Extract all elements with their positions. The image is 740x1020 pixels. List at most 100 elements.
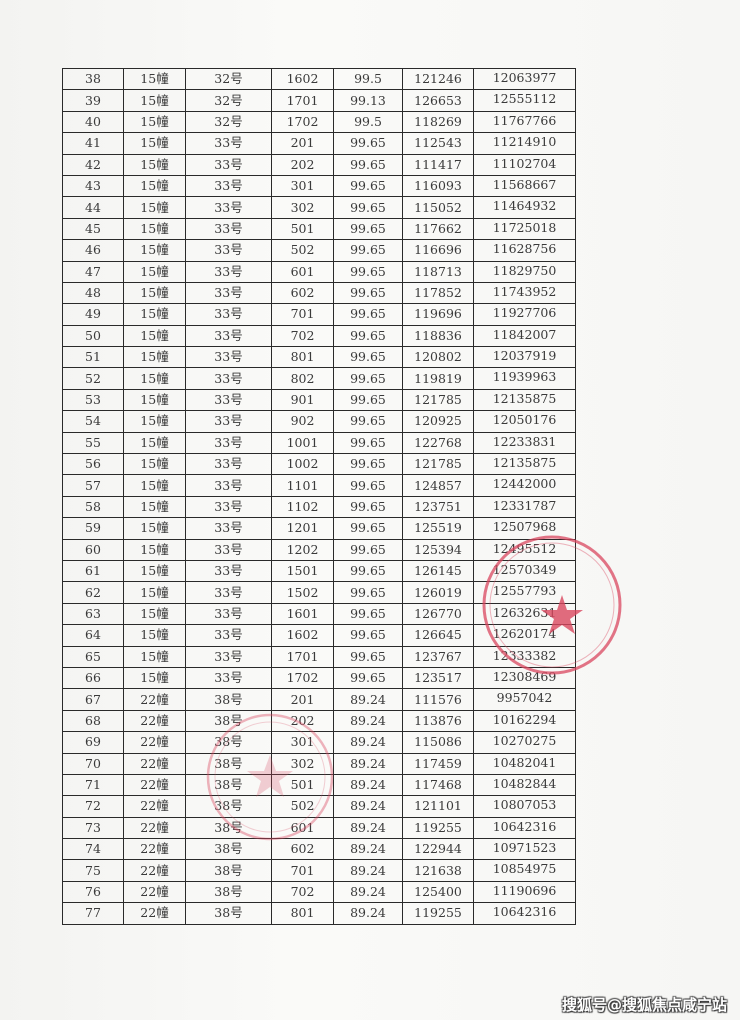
building-cell: 22幢: [123, 773, 186, 797]
area-cell: 99.65: [333, 324, 403, 348]
unit-cell: 38号: [185, 688, 272, 711]
row-number-cell: 49: [62, 303, 124, 326]
row-number-cell: 67: [62, 688, 124, 711]
total-price-cell: 10807053: [473, 795, 576, 818]
table-row: 48 15幢 33号 602 99.65 117852 11743952: [62, 281, 576, 305]
unit-cell: 33号: [185, 281, 272, 305]
row-number-cell: 57: [62, 474, 124, 497]
area-cell: 99.65: [333, 581, 403, 604]
total-price-cell: 11829750: [473, 260, 576, 283]
table-row: 53 15幢 33号 901 99.65 121785 12135875: [62, 388, 576, 412]
room-cell: 1501: [271, 559, 334, 583]
row-number-cell: 63: [62, 602, 124, 626]
unit-cell: 33号: [185, 666, 272, 690]
unit-price-cell: 117459: [402, 752, 474, 775]
building-cell: 22幢: [123, 859, 186, 882]
row-number-cell: 74: [62, 838, 124, 861]
table-row: 47 15幢 33号 601 99.65 118713 11829750: [62, 260, 576, 283]
total-price-cell: 12570349: [473, 559, 576, 583]
area-cell: 99.65: [333, 196, 403, 219]
room-cell: 802: [271, 367, 334, 390]
row-number-cell: 73: [62, 816, 124, 840]
unit-price-cell: 119696: [402, 303, 474, 326]
unit-cell: 33号: [185, 174, 272, 198]
area-cell: 99.13: [333, 89, 403, 112]
area-cell: 89.24: [333, 859, 403, 882]
table-row: 64 15幢 33号 1602 99.65 126645 12620174: [62, 624, 576, 647]
room-cell: 701: [271, 303, 334, 326]
unit-price-cell: 119255: [402, 816, 474, 840]
unit-price-cell: 124857: [402, 474, 474, 497]
unit-cell: 38号: [185, 902, 272, 925]
table-row: 42 15幢 33号 202 99.65 111417 11102704: [62, 153, 576, 176]
total-price-cell: 12442000: [473, 474, 576, 497]
building-cell: 22幢: [123, 709, 186, 733]
area-cell: 89.24: [333, 773, 403, 797]
unit-cell: 32号: [185, 89, 272, 112]
unit-cell: 33号: [185, 624, 272, 647]
room-cell: 202: [271, 153, 334, 176]
area-cell: 99.65: [333, 174, 403, 198]
unit-cell: 33号: [185, 346, 272, 369]
unit-price-cell: 117468: [402, 773, 474, 797]
building-cell: 15幢: [123, 367, 186, 390]
building-cell: 22幢: [123, 795, 186, 818]
building-cell: 15幢: [123, 517, 186, 540]
area-cell: 99.65: [333, 495, 403, 519]
table-row: 46 15幢 33号 502 99.65 116696 11628756: [62, 239, 576, 262]
unit-cell: 38号: [185, 838, 272, 861]
room-cell: 1101: [271, 474, 334, 497]
area-cell: 99.65: [333, 517, 403, 540]
table-row: 68 22幢 38号 202 89.24 113876 10162294: [62, 709, 576, 733]
building-cell: 15幢: [123, 474, 186, 497]
building-cell: 22幢: [123, 902, 186, 925]
row-number-cell: 53: [62, 388, 124, 412]
area-cell: 99.65: [333, 367, 403, 390]
table-row: 57 15幢 33号 1101 99.65 124857 12442000: [62, 474, 576, 497]
room-cell: 301: [271, 174, 334, 198]
area-cell: 99.65: [333, 666, 403, 690]
row-number-cell: 69: [62, 731, 124, 754]
area-cell: 99.65: [333, 281, 403, 305]
area-cell: 99.65: [333, 260, 403, 283]
area-cell: 89.24: [333, 709, 403, 733]
total-price-cell: 12507968: [473, 517, 576, 540]
unit-price-cell: 116696: [402, 239, 474, 262]
building-cell: 15幢: [123, 174, 186, 198]
unit-price-cell: 121785: [402, 388, 474, 412]
building-cell: 15幢: [123, 153, 186, 176]
building-cell: 15幢: [123, 645, 186, 668]
unit-cell: 38号: [185, 773, 272, 797]
building-cell: 22幢: [123, 838, 186, 861]
unit-price-cell: 119819: [402, 367, 474, 390]
area-cell: 89.24: [333, 838, 403, 861]
table-row: 75 22幢 38号 701 89.24 121638 10854975: [62, 859, 576, 882]
unit-price-cell: 116093: [402, 174, 474, 198]
table-row: 45 15幢 33号 501 99.65 117662 11725018: [62, 217, 576, 241]
unit-price-cell: 113876: [402, 709, 474, 733]
room-cell: 1701: [271, 89, 334, 112]
row-number-cell: 50: [62, 324, 124, 348]
area-cell: 99.65: [333, 602, 403, 626]
table-body: 38 15幢 32号 1602 99.5 121246 12063977 39 15幢 32号 17…: [62, 67, 576, 925]
building-cell: 15幢: [123, 89, 186, 112]
building-cell: 15幢: [123, 281, 186, 305]
unit-price-cell: 125400: [402, 880, 474, 904]
area-cell: 99.65: [333, 388, 403, 412]
room-cell: 602: [271, 281, 334, 305]
room-cell: 601: [271, 260, 334, 283]
total-price-cell: 10482844: [473, 773, 576, 797]
row-number-cell: 71: [62, 773, 124, 797]
area-cell: 99.65: [333, 474, 403, 497]
row-number-cell: 56: [62, 453, 124, 476]
area-cell: 99.65: [333, 153, 403, 176]
room-cell: 1702: [271, 666, 334, 690]
total-price-cell: 10642316: [473, 816, 576, 840]
room-cell: 1601: [271, 602, 334, 626]
unit-price-cell: 126653: [402, 89, 474, 112]
row-number-cell: 52: [62, 367, 124, 390]
area-cell: 89.24: [333, 880, 403, 904]
building-cell: 15幢: [123, 67, 186, 91]
area-cell: 89.24: [333, 902, 403, 925]
row-number-cell: 76: [62, 880, 124, 904]
